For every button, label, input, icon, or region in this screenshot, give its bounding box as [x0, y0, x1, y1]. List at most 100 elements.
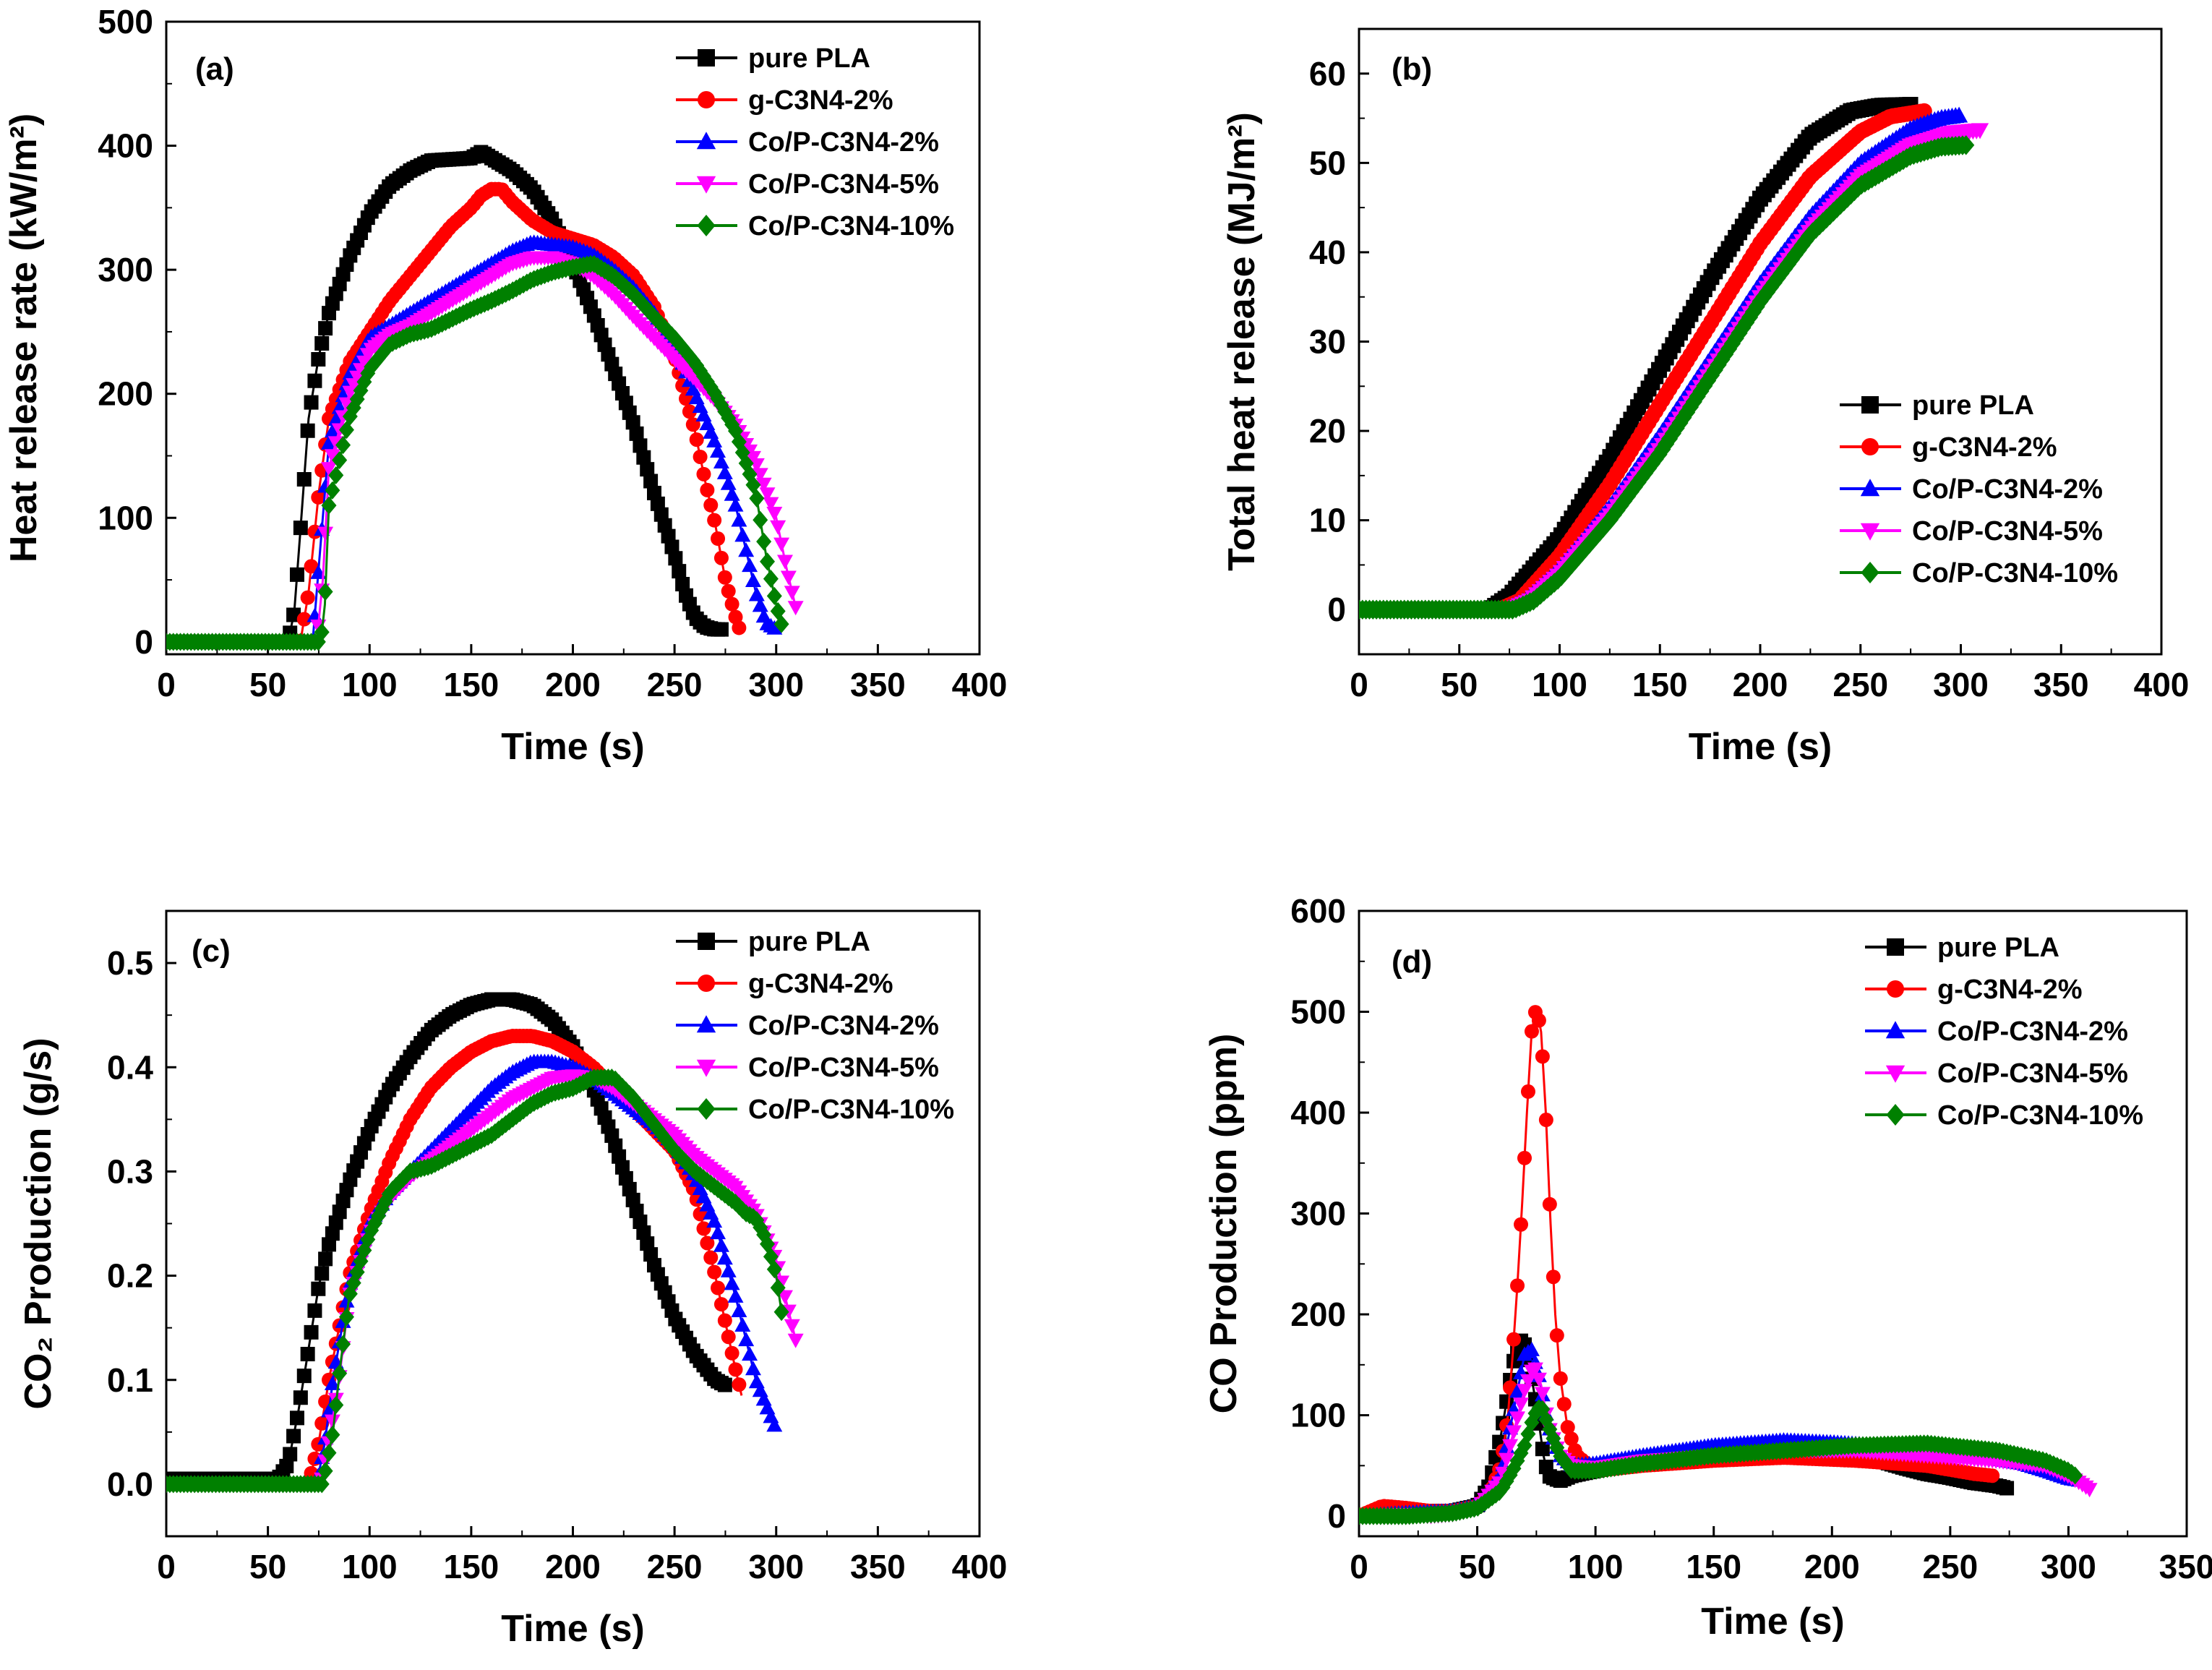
data-point [317, 582, 333, 601]
data-point [711, 531, 726, 546]
series-line [1359, 1348, 2081, 1517]
data-point [682, 404, 697, 419]
y-axis-label: Heat release rate (kW/m²) [3, 114, 45, 562]
data-point [738, 1332, 755, 1347]
data-point [776, 554, 793, 570]
x-tick-label: 0 [157, 666, 176, 703]
chart-panel-1: 0 50 100 150 200 250 300 350 400 0 100 200 300 400 500… [3, 3, 1007, 768]
data-point [314, 335, 330, 351]
data-point [304, 1324, 319, 1340]
y-tick-label: 600 [1290, 892, 1346, 930]
data-point [721, 583, 736, 599]
data-point [338, 397, 355, 412]
data-point [317, 526, 334, 541]
data-point [304, 395, 319, 410]
data-point [760, 552, 776, 571]
data-point [732, 1377, 747, 1392]
data-point [727, 1288, 744, 1303]
data-point [311, 351, 326, 367]
data-point [318, 1251, 333, 1267]
data-point [1971, 123, 1989, 140]
y-tick-label: 0.1 [107, 1361, 153, 1399]
y-tick-label: 500 [98, 3, 153, 40]
legend-label: pure PLA [1912, 390, 2034, 421]
data-point [773, 1303, 789, 1322]
data-point [321, 434, 337, 450]
legend-label: g-C3N4-2% [748, 85, 893, 116]
data-point [731, 432, 747, 451]
data-point [325, 481, 340, 500]
data-point [784, 586, 800, 601]
data-point [1958, 134, 1975, 155]
legend-marker [1860, 523, 1880, 541]
data-point [752, 597, 768, 612]
chart-panel-2: 0 50 100 150 200 250 300 350 400 0 10 20 30 40 50 60 Tim… [1221, 27, 2190, 768]
data-point [748, 586, 765, 601]
y-tick-label: 200 [1290, 1296, 1346, 1333]
y-tick-label: 10 [1309, 502, 1346, 539]
y-axis-label: Total heat release (MJ/m²) [1221, 112, 1263, 571]
data-point [759, 487, 776, 502]
data-point [770, 1278, 786, 1297]
y-tick-label: 100 [1290, 1397, 1346, 1434]
legend-marker [1861, 562, 1879, 583]
data-point [745, 1361, 761, 1376]
data-point [1502, 1439, 1519, 1454]
data-point [675, 577, 690, 592]
y-tick-label: 0.3 [107, 1152, 153, 1190]
data-point [625, 1192, 640, 1207]
data-point [614, 1160, 630, 1175]
y-tick-label: 50 [1309, 144, 1346, 181]
data-point [1530, 1372, 1547, 1387]
data-point [738, 542, 755, 557]
data-point [713, 622, 729, 637]
data-point [325, 1226, 340, 1241]
x-tick-label: 200 [545, 666, 601, 703]
data-point [307, 373, 322, 388]
data-point [332, 450, 348, 469]
data-point [633, 1214, 648, 1229]
data-point [612, 1149, 627, 1164]
data-point [325, 1426, 340, 1444]
data-point [304, 559, 319, 574]
x-tick-label: 150 [444, 666, 500, 703]
data-point [633, 438, 648, 453]
x-tick-label: 200 [1804, 1548, 1860, 1585]
x-tick-label: 350 [850, 666, 906, 703]
data-point [693, 449, 708, 464]
legend-label: Co/P-C3N4-2% [748, 1011, 939, 1041]
y-tick-label: 100 [98, 499, 153, 536]
legend-marker [1886, 1104, 1905, 1126]
data-point [710, 1225, 726, 1240]
series-pure PLA [1359, 97, 1919, 618]
y-axis-label: CO₂ Production (g/s) [17, 1037, 59, 1409]
x-tick-label: 400 [2134, 666, 2190, 703]
x-tick-label: 50 [249, 666, 286, 703]
data-point [1506, 1332, 1522, 1347]
data-point [321, 496, 337, 515]
y-tick-label: 400 [1290, 1094, 1346, 1131]
x-tick-label: 100 [342, 666, 398, 703]
series-Co/P-C3N4-10% [1359, 1399, 2083, 1525]
series-g-C3N4-2% [166, 181, 747, 649]
legend-marker [1887, 938, 1904, 956]
data-point [322, 1237, 336, 1252]
data-point [748, 1374, 765, 1389]
y-tick-label: 300 [1290, 1195, 1346, 1233]
data-point [784, 1319, 800, 1334]
series-Co/P-C3N4-10% [166, 254, 789, 651]
data-point [716, 464, 733, 479]
plot-frame [165, 20, 981, 656]
data-point [755, 477, 772, 492]
y-tick-label: 0 [1327, 591, 1346, 628]
chart-panel-4: 0 50 100 150 200 250 300 350 0 100 200 300 400 500 600… [1203, 892, 2212, 1643]
y-tick-label: 40 [1309, 234, 1346, 271]
legend-label: Co/P-C3N4-5% [1937, 1058, 2128, 1089]
data-point [1509, 1411, 1526, 1426]
legend-marker [1860, 479, 1880, 497]
data-point [300, 423, 315, 438]
data-point [338, 1308, 354, 1327]
x-tick-label: 400 [952, 666, 1008, 703]
data-point [731, 1302, 747, 1317]
data-point [763, 497, 779, 512]
